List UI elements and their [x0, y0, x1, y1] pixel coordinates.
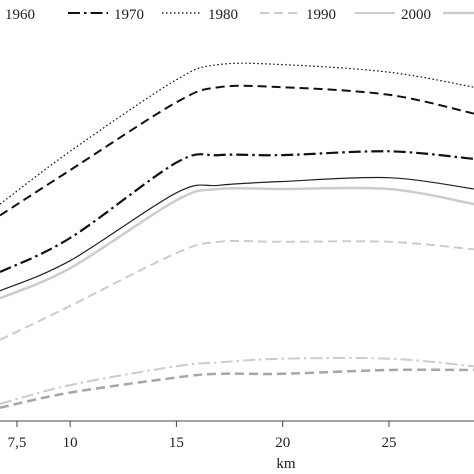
series-line-5 [0, 186, 474, 300]
x-tick-label: 15 [169, 435, 184, 451]
series-line-4 [0, 176, 474, 292]
legend: 1960 1970 1980 1990 2000 [5, 7, 474, 23]
series-line-6 [0, 239, 474, 341]
legend-label: 1990 [306, 7, 336, 23]
x-axis-label: km [276, 456, 296, 472]
legend-label: 1960 [5, 7, 35, 23]
x-tick-label: 25 [381, 435, 396, 451]
series-line-2 [0, 84, 474, 217]
x-tick-label: 7,5 [8, 435, 27, 451]
legend-item-1980: 1980 [162, 7, 238, 23]
series-line-8 [0, 368, 474, 409]
x-tick-label: 20 [275, 435, 290, 451]
legend-item-1960: 1960 [5, 7, 35, 23]
legend-item-1990: 1990 [260, 7, 336, 23]
series-line-3 [0, 150, 474, 273]
x-axis: 7,5 10 15 20 25 [8, 421, 396, 451]
legend-label: 2000 [401, 7, 431, 23]
series-line-1 [0, 62, 474, 205]
legend-item-2000: 2000 [355, 7, 474, 23]
legend-label: 1980 [208, 7, 238, 23]
x-tick-label: 10 [63, 435, 78, 451]
legend-item-1970: 1970 [68, 7, 144, 23]
legend-label: 1970 [114, 7, 144, 23]
series-line-7 [0, 356, 474, 405]
plot-area [0, 62, 474, 409]
